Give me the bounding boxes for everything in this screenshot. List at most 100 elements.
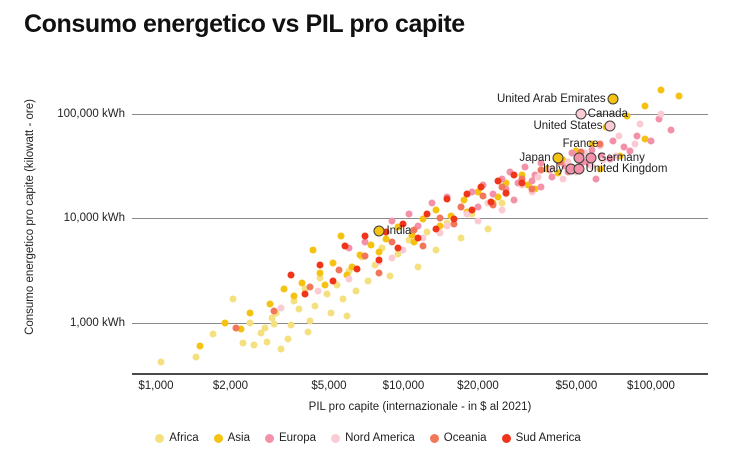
scatter-point[interactable] [514,179,522,187]
scatter-point[interactable] [489,201,497,209]
scatter-point[interactable] [209,330,217,338]
scatter-point[interactable] [410,238,418,246]
scatter-point[interactable] [304,328,312,336]
scatter-point[interactable] [239,339,247,347]
scatter-point[interactable] [311,302,319,310]
scatter-point[interactable] [484,225,492,233]
scatter-point[interactable] [329,259,337,267]
scatter-point[interactable] [375,256,383,264]
scatter-point[interactable] [468,188,476,196]
scatter-point[interactable] [237,325,245,333]
scatter-point[interactable] [579,158,587,166]
scatter-point[interactable] [615,132,623,140]
scatter-point[interactable] [616,152,624,160]
scatter-point[interactable] [479,192,487,200]
scatter-point[interactable] [524,181,532,189]
scatter-point[interactable] [510,196,518,204]
scatter-point[interactable] [419,234,427,242]
scatter-point[interactable] [518,179,526,187]
scatter-point[interactable] [655,115,663,123]
scatter-point[interactable] [596,165,604,173]
scatter-point[interactable] [388,254,396,262]
scatter-point[interactable] [196,342,204,350]
scatter-point[interactable] [498,206,506,214]
scatter-point[interactable] [295,305,303,313]
scatter-point[interactable] [667,126,675,134]
scatter-point[interactable] [192,353,200,361]
scatter-point[interactable] [290,297,298,305]
legend-item-sud-america[interactable]: Sud America [501,432,581,444]
scatter-point[interactable] [450,215,458,223]
scatter-point[interactable] [314,287,322,295]
scatter-point[interactable] [266,300,274,308]
scatter-point[interactable] [609,137,617,145]
scatter-point[interactable] [597,152,605,160]
scatter-point[interactable] [463,210,471,218]
scatter-point[interactable] [502,185,510,193]
legend-item-nord-america[interactable]: Nord America [331,432,415,444]
scatter-point[interactable] [414,263,422,271]
scatter-point[interactable] [270,320,278,328]
scatter-point[interactable] [337,232,345,240]
scatter-point[interactable] [309,246,317,254]
scatter-point[interactable] [436,229,444,237]
scatter-point[interactable] [382,228,390,236]
scatter-point[interactable] [405,236,413,244]
scatter-point[interactable] [394,250,402,258]
highlighted-scatter-point[interactable] [604,120,615,132]
scatter-point[interactable] [277,345,285,353]
scatter-point[interactable] [474,203,482,211]
scatter-point[interactable] [494,193,502,201]
legend-item-oceania[interactable]: Oceania [429,432,487,444]
scatter-point[interactable] [581,149,589,157]
scatter-point[interactable] [287,271,295,279]
scatter-point[interactable] [588,140,596,148]
scatter-point[interactable] [432,246,440,254]
scatter-point[interactable] [316,274,324,282]
scatter-point[interactable] [250,341,258,349]
scatter-point[interactable] [457,234,464,242]
scatter-point[interactable] [468,210,476,218]
scatter-point[interactable] [631,140,639,148]
scatter-point[interactable] [394,223,402,231]
scatter-point[interactable] [443,222,451,230]
scatter-point[interactable] [636,120,644,128]
scatter-point[interactable] [585,160,593,168]
scatter-point[interactable] [361,252,369,260]
scatter-point[interactable] [474,188,482,196]
scatter-point[interactable] [564,158,571,166]
scatter-point[interactable] [561,162,569,170]
scatter-point[interactable] [633,132,641,140]
highlighted-scatter-point[interactable] [575,108,587,120]
scatter-point[interactable] [432,206,440,214]
scatter-point[interactable] [284,335,292,343]
legend-item-europa[interactable]: Europa [264,432,316,444]
highlighted-scatter-point[interactable] [607,93,619,105]
scatter-point[interactable] [345,244,353,252]
scatter-point[interactable] [378,244,386,252]
scatter-point[interactable] [554,169,562,177]
scatter-point[interactable] [327,309,335,317]
scatter-point[interactable] [287,321,295,329]
scatter-point[interactable] [306,283,314,291]
scatter-point[interactable] [333,281,341,289]
scatter-point[interactable] [268,314,276,322]
scatter-point[interactable] [502,179,510,187]
scatter-point[interactable] [345,275,353,283]
scatter-point[interactable] [474,217,482,225]
scatter-point[interactable] [423,210,431,218]
scatter-point[interactable] [301,290,309,298]
scatter-point[interactable] [388,238,396,246]
scatter-point[interactable] [477,183,485,191]
scatter-point[interactable] [432,225,440,233]
scatter-point[interactable] [599,156,607,164]
scatter-point[interactable] [356,251,364,259]
legend-item-africa[interactable]: Africa [155,432,199,444]
scatter-point[interactable] [548,165,556,173]
scatter-point[interactable] [423,228,431,236]
scatter-point[interactable] [641,102,649,110]
scatter-point[interactable] [592,175,600,183]
scatter-point[interactable] [489,190,497,198]
scatter-point[interactable] [596,140,604,148]
scatter-point[interactable] [414,234,422,242]
